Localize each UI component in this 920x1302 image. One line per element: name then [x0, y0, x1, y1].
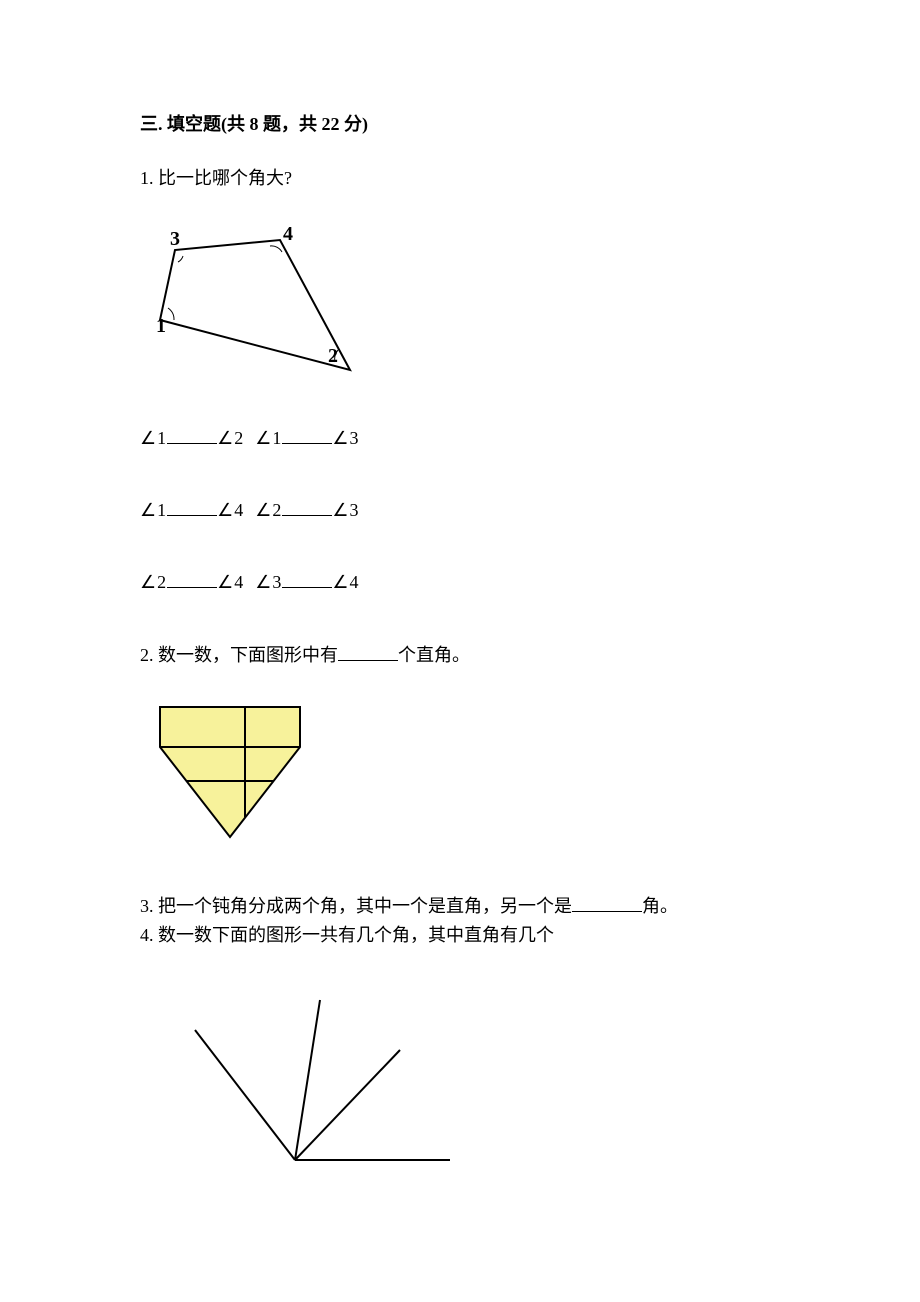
- q2-text-b: 个直角。: [398, 645, 470, 665]
- q3-text-a: 3. 把一个钝角分成两个角，其中一个是直角，另一个是: [140, 896, 572, 916]
- q1-prompt: 1. 比一比哪个角大?: [140, 164, 780, 190]
- blank[interactable]: [282, 425, 332, 444]
- q1-r1-l2: ∠1: [255, 428, 282, 448]
- blank[interactable]: [282, 497, 332, 516]
- q1-label-1: 1: [156, 315, 166, 337]
- q1-label-2: 2: [328, 345, 338, 367]
- q1-r2-l1: ∠1: [140, 500, 167, 520]
- blank[interactable]: [572, 893, 642, 912]
- q1-r3-r2: ∠4: [332, 572, 359, 592]
- q1-r3-l2: ∠3: [255, 572, 282, 592]
- blank[interactable]: [338, 642, 398, 661]
- q1-r2-l2: ∠2: [255, 500, 282, 520]
- q1-r3-l1: ∠2: [140, 572, 167, 592]
- q1-r2-r1: ∠4: [217, 500, 244, 520]
- q3-line: 3. 把一个钝角分成两个角，其中一个是直角，另一个是 角。: [140, 892, 780, 921]
- q2-figure: [140, 687, 780, 862]
- q4-line: 4. 数一数下面的图形一共有几个角，其中直角有几个: [140, 921, 780, 950]
- q1-row-3: ∠2 ∠4 ∠3 ∠4: [140, 569, 780, 593]
- q1-row-2: ∠1 ∠4 ∠2 ∠3: [140, 497, 780, 521]
- q2-prompt: 2. 数一数，下面图形中有 个直角。: [140, 641, 780, 667]
- blank[interactable]: [167, 569, 217, 588]
- blank[interactable]: [167, 425, 217, 444]
- section-title: 三. 填空题(共 8 题，共 22 分): [140, 110, 780, 136]
- q1-label-3: 3: [170, 228, 180, 250]
- q2-text-a: 2. 数一数，下面图形中有: [140, 645, 338, 665]
- q1-label-4: 4: [283, 223, 293, 245]
- q3-text-b: 角。: [642, 896, 678, 916]
- q1-r3-r1: ∠4: [217, 572, 244, 592]
- q1-r1-r2: ∠3: [332, 428, 359, 448]
- q1-row-1: ∠1 ∠2 ∠1 ∠3: [140, 425, 780, 449]
- q1-r1-r1: ∠2: [217, 428, 244, 448]
- q1-r1-l1: ∠1: [140, 428, 167, 448]
- blank[interactable]: [282, 569, 332, 588]
- q4-figure: [140, 970, 780, 1185]
- q1-r2-r2: ∠3: [332, 500, 359, 520]
- blank[interactable]: [167, 497, 217, 516]
- q1-figure: 3 4 1 2: [140, 210, 780, 395]
